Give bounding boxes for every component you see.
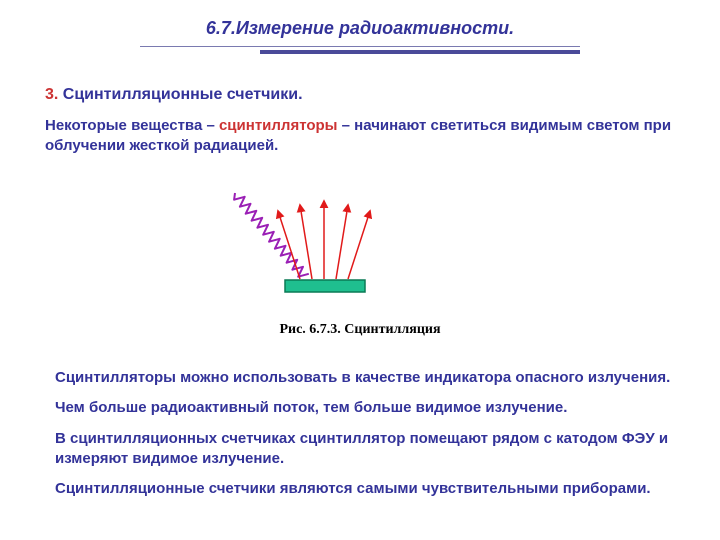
content-lower: Сцинтилляторы можно использовать в качес… — [55, 358, 675, 499]
intro-pre: Некоторые вещества – — [45, 117, 219, 134]
paragraph-1: Сцинтилляторы можно использовать в качес… — [55, 368, 675, 388]
content-upper: 3. Сцинтилляционные счетчики. Некоторые … — [45, 86, 685, 157]
subheading-number: 3. — [45, 86, 58, 103]
figure-caption: Рис. 6.7.3. Сцинтилляция — [0, 322, 720, 338]
page-title: 6.7.Измерение радиоактивности. — [0, 18, 720, 39]
paragraph-4: Сцинтилляционные счетчики являются самым… — [55, 479, 675, 499]
intro-paragraph: Некоторые вещества – сцинтилляторы – нач… — [45, 116, 685, 157]
paragraph-2: Чем больше радиоактивный поток, тем боль… — [55, 398, 675, 418]
subheading: 3. Сцинтилляционные счетчики. — [45, 86, 685, 104]
title-rule — [140, 46, 580, 54]
figure-svg — [230, 185, 490, 305]
subheading-text: Сцинтилляционные счетчики. — [58, 86, 302, 103]
paragraph-3: В сцинтилляционных счетчиках сцинтиллято… — [55, 429, 675, 470]
intro-highlight: сцинтилляторы — [219, 117, 338, 134]
scintillation-figure — [230, 185, 490, 325]
